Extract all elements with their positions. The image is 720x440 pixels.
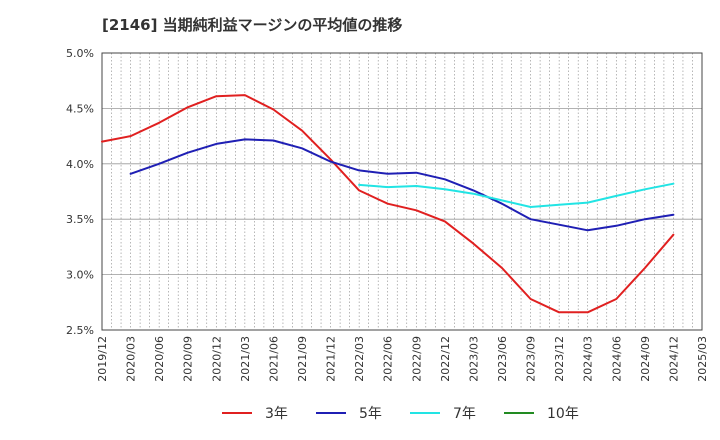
x-tick-label: 2023/06 — [496, 336, 509, 382]
x-tick-label: 2020/12 — [210, 336, 223, 382]
x-tick-label: 2021/06 — [267, 336, 280, 382]
legend-label: 10年 — [547, 406, 579, 422]
axes: 5.0% 4.5% 4.0% 3.5% 3.0% 2.5%2019/12 2020/03 20… — [66, 47, 709, 382]
x-tick-label: 2021/03 — [239, 336, 252, 382]
x-tick-label: 2022/09 — [410, 336, 423, 382]
x-tick-label: 2019/12 — [96, 336, 109, 382]
x-tick-label: 2024/12 — [667, 336, 680, 382]
x-tick-label: 2023/03 — [467, 336, 480, 382]
legend-label: 3年 — [265, 406, 288, 422]
x-tick-label: 2021/12 — [325, 336, 338, 382]
x-tick-label: 2020/06 — [153, 336, 166, 382]
plot-frame — [101, 52, 703, 331]
x-tick-label: 2025/03 — [696, 336, 709, 382]
plot-area — [102, 53, 702, 330]
series-line-7年 — [358, 182, 675, 208]
y-tick-label: 3.0% — [66, 269, 94, 282]
y-tick-label: 5.0% — [66, 47, 94, 60]
x-tick-label: 2020/09 — [182, 336, 195, 382]
y-tick-label: 4.0% — [66, 158, 94, 171]
x-tick-label: 2021/09 — [296, 336, 309, 382]
x-tick-label: 2022/03 — [353, 336, 366, 382]
grid — [101, 52, 703, 331]
series-line-3年 — [101, 94, 675, 314]
legend-label: 7年 — [453, 406, 476, 422]
chart-title: [2146] 当期純利益マージンの平均値の推移 — [102, 16, 403, 34]
x-tick-label: 2020/03 — [125, 336, 138, 382]
legend-label: 5年 — [359, 406, 382, 422]
x-tick-label: 2022/12 — [439, 336, 452, 382]
x-tick-label: 2023/12 — [553, 336, 566, 382]
x-tick-label: 2024/09 — [639, 336, 652, 382]
y-tick-label: 4.5% — [66, 102, 94, 115]
y-tick-label: 2.5% — [66, 324, 94, 337]
series-line-5年 — [129, 138, 675, 232]
series-lines — [101, 94, 675, 314]
x-tick-label: 2024/03 — [582, 336, 595, 382]
legend: 3年 5年 7年 10年 — [222, 406, 579, 422]
x-tick-label: 2024/06 — [610, 336, 623, 382]
x-tick-label: 2022/06 — [382, 336, 395, 382]
y-tick-label: 3.5% — [66, 213, 94, 226]
x-tick-label: 2023/09 — [525, 336, 538, 382]
